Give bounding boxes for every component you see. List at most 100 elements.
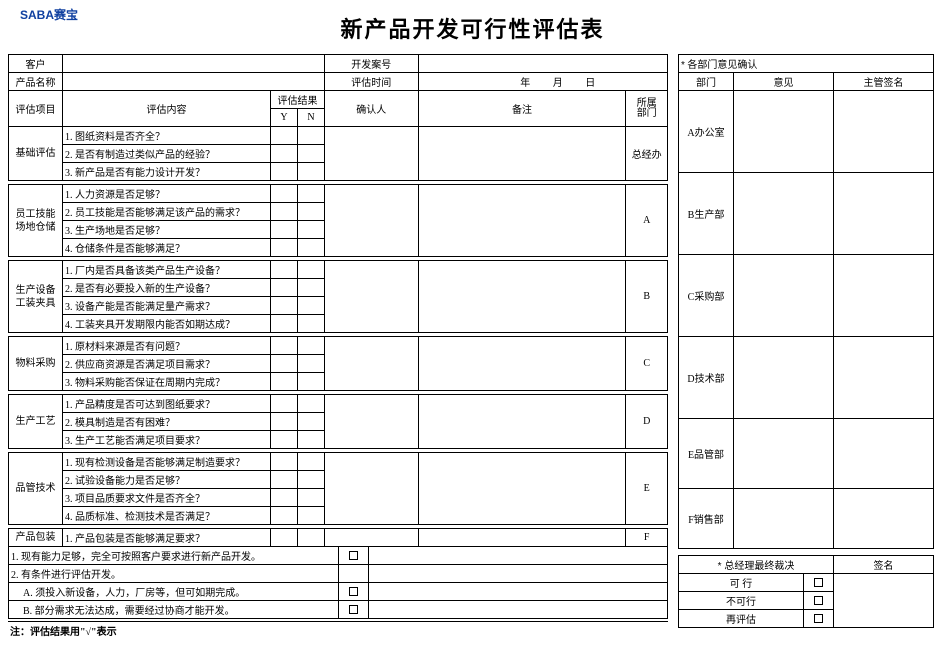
confirmer-field[interactable] bbox=[324, 453, 418, 525]
result-n[interactable] bbox=[297, 239, 324, 257]
remark-field[interactable] bbox=[418, 185, 626, 257]
result-n[interactable] bbox=[297, 261, 324, 279]
result-y[interactable] bbox=[270, 163, 297, 181]
result-y[interactable] bbox=[270, 355, 297, 373]
result-n[interactable] bbox=[297, 185, 324, 203]
decision-sign-field[interactable] bbox=[834, 574, 934, 628]
result-y[interactable] bbox=[270, 185, 297, 203]
result-n[interactable] bbox=[297, 127, 324, 145]
result-n[interactable] bbox=[297, 453, 324, 471]
result-n[interactable] bbox=[297, 203, 324, 221]
right-opinion-field[interactable] bbox=[734, 173, 834, 255]
right-opinion-field[interactable] bbox=[734, 489, 834, 549]
bottom-l2a-check[interactable] bbox=[339, 583, 369, 601]
result-y[interactable] bbox=[270, 279, 297, 297]
confirmer-field[interactable] bbox=[324, 127, 418, 181]
opt3-check[interactable] bbox=[804, 610, 834, 628]
right-sign-field[interactable] bbox=[834, 91, 934, 173]
result-y[interactable] bbox=[270, 373, 297, 391]
right-table: * * 各部门意见确认各部门意见确认 部门 意见 主管签名 A办公室B生产部C采… bbox=[678, 54, 934, 549]
result-n[interactable] bbox=[297, 315, 324, 333]
bottom-l1: 1. 现有能力足够，完全可按照客户要求进行新产品开发。 bbox=[9, 547, 339, 565]
right-opinion-field[interactable] bbox=[734, 255, 834, 337]
eval-time-value[interactable]: 年 月 日 bbox=[418, 73, 667, 91]
result-n[interactable] bbox=[297, 373, 324, 391]
result-n[interactable] bbox=[297, 413, 324, 431]
result-n[interactable] bbox=[297, 395, 324, 413]
result-y[interactable] bbox=[270, 145, 297, 163]
bottom-l2b-check[interactable] bbox=[339, 601, 369, 619]
result-y[interactable] bbox=[270, 431, 297, 449]
question: 3. 生产工艺能否满足项目要求？ bbox=[63, 431, 271, 449]
product-name-label: 产品名称 bbox=[9, 73, 63, 91]
right-sign-field[interactable] bbox=[834, 255, 934, 337]
result-y[interactable] bbox=[270, 489, 297, 507]
result-n[interactable] bbox=[297, 489, 324, 507]
right-dept: B生产部 bbox=[679, 173, 734, 255]
opt2-check[interactable] bbox=[804, 592, 834, 610]
result-n[interactable] bbox=[297, 507, 324, 525]
confirmer-field[interactable] bbox=[324, 395, 418, 449]
result-n[interactable] bbox=[297, 279, 324, 297]
right-sign-field[interactable] bbox=[834, 419, 934, 489]
confirmer-field[interactable] bbox=[324, 337, 418, 391]
confirmer-field[interactable] bbox=[324, 185, 418, 257]
result-n[interactable] bbox=[297, 529, 324, 547]
question: 1. 人力资源是否足够？ bbox=[63, 185, 271, 203]
result-y[interactable] bbox=[270, 453, 297, 471]
right-sign-field[interactable] bbox=[834, 489, 934, 549]
result-y[interactable] bbox=[270, 261, 297, 279]
customer-label: 客户 bbox=[9, 55, 63, 73]
result-n[interactable] bbox=[297, 163, 324, 181]
result-y[interactable] bbox=[270, 315, 297, 333]
dept-code: B bbox=[626, 261, 668, 333]
logo-en: SABA bbox=[20, 8, 54, 22]
result-y[interactable] bbox=[270, 239, 297, 257]
remark-field[interactable] bbox=[418, 127, 626, 181]
result-y[interactable] bbox=[270, 297, 297, 315]
remark-field[interactable] bbox=[418, 337, 626, 391]
right-opinion-field[interactable] bbox=[734, 91, 834, 173]
footnote: 注：评估结果用"√"表示 bbox=[8, 621, 668, 639]
confirmer-field[interactable] bbox=[324, 529, 418, 547]
result-n[interactable] bbox=[297, 145, 324, 163]
remark-field[interactable] bbox=[418, 529, 626, 547]
result-n[interactable] bbox=[297, 431, 324, 449]
remark-field[interactable] bbox=[418, 395, 626, 449]
confirmer-field[interactable] bbox=[324, 261, 418, 333]
devno-value[interactable] bbox=[418, 55, 667, 73]
right-opinion-field[interactable] bbox=[734, 337, 834, 419]
product-name-value[interactable] bbox=[63, 73, 325, 91]
result-n[interactable] bbox=[297, 337, 324, 355]
result-n[interactable] bbox=[297, 471, 324, 489]
result-y[interactable] bbox=[270, 203, 297, 221]
result-y[interactable] bbox=[270, 471, 297, 489]
result-n[interactable] bbox=[297, 221, 324, 239]
result-y[interactable] bbox=[270, 221, 297, 239]
right-dept: F销售部 bbox=[679, 489, 734, 549]
question: 3. 物料采购能否保证在周期内完成？ bbox=[63, 373, 271, 391]
right-opinion-field[interactable] bbox=[734, 419, 834, 489]
bottom-l1-check[interactable] bbox=[339, 547, 369, 565]
result-n[interactable] bbox=[297, 297, 324, 315]
opt1-check[interactable] bbox=[804, 574, 834, 592]
remark-field[interactable] bbox=[418, 261, 626, 333]
result-y[interactable] bbox=[270, 507, 297, 525]
remark-field[interactable] bbox=[418, 453, 626, 525]
result-y[interactable] bbox=[270, 127, 297, 145]
bottom-l2-check bbox=[339, 565, 369, 583]
result-n[interactable] bbox=[297, 355, 324, 373]
result-y[interactable] bbox=[270, 529, 297, 547]
bottom-table: 1. 现有能力足够，完全可按照客户要求进行新产品开发。 2. 有条件进行评估开发… bbox=[8, 546, 668, 619]
col-n: N bbox=[297, 109, 324, 127]
result-y[interactable] bbox=[270, 337, 297, 355]
bottom-l1-blank bbox=[369, 547, 668, 565]
customer-value[interactable] bbox=[63, 55, 325, 73]
section-name: 员工技能 场地仓储 bbox=[9, 185, 63, 257]
question: 1. 原材料来源是否有问题？ bbox=[63, 337, 271, 355]
right-sign-field[interactable] bbox=[834, 173, 934, 255]
result-y[interactable] bbox=[270, 413, 297, 431]
right-sign-field[interactable] bbox=[834, 337, 934, 419]
decision-sign-label: 签名 bbox=[834, 556, 934, 574]
result-y[interactable] bbox=[270, 395, 297, 413]
